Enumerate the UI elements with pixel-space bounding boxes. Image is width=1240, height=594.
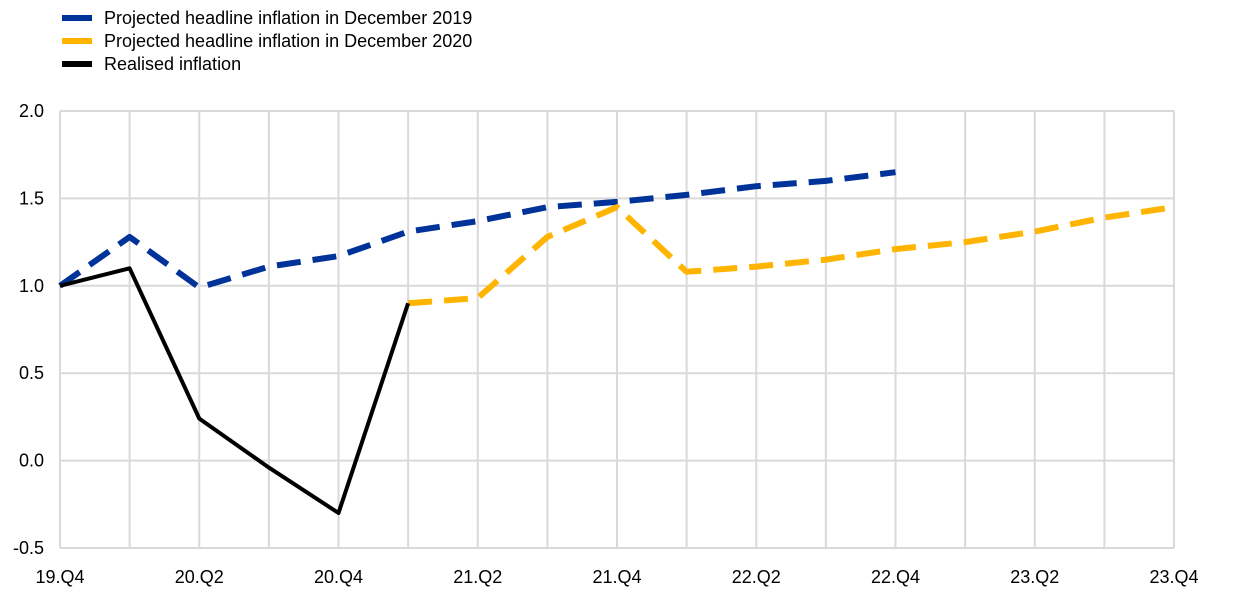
y-tick-label: 1.5 — [19, 188, 44, 208]
x-tick-label: 20.Q4 — [314, 567, 363, 587]
chart-grid — [59, 110, 1175, 549]
x-tick-label: 23.Q4 — [1149, 567, 1198, 587]
x-tick-label: 23.Q2 — [1010, 567, 1059, 587]
legend-item-projected-2019: Projected headline inflation in December… — [62, 8, 472, 28]
legend-label-realised: Realised inflation — [104, 54, 241, 74]
x-tick-label: 22.Q2 — [732, 567, 781, 587]
y-axis: 2.0 1.5 1.0 0.5 0.0 -0.5 — [13, 101, 44, 558]
y-tick-label: 0.0 — [19, 451, 44, 471]
y-tick-label: 2.0 — [19, 101, 44, 121]
y-tick-label: 1.0 — [19, 276, 44, 296]
x-axis: 19.Q4 20.Q2 20.Q4 21.Q2 21.Q4 22.Q2 22.Q4 23.Q2… — [35, 567, 1198, 587]
chart-legend: Projected headline inflation in December… — [62, 8, 472, 74]
legend-label-projected-2020: Projected headline inflation in December… — [104, 31, 472, 51]
legend-item-projected-2020: Projected headline inflation in December… — [62, 31, 472, 51]
x-tick-label: 21.Q4 — [592, 567, 641, 587]
series-line-realised-inflation — [59, 266, 410, 515]
y-tick-label: 0.5 — [19, 363, 44, 383]
y-tick-label: -0.5 — [13, 538, 44, 558]
x-tick-label: 19.Q4 — [35, 567, 84, 587]
legend-label-projected-2019: Projected headline inflation in December… — [104, 8, 472, 28]
x-tick-label: 22.Q4 — [871, 567, 920, 587]
series-layer — [58, 169, 1175, 515]
x-tick-label: 21.Q2 — [453, 567, 502, 587]
series-line-projected-headline-inflation-in-december-2020 — [407, 204, 1175, 307]
x-tick-label: 20.Q2 — [175, 567, 224, 587]
series-line-projected-headline-inflation-in-december-2019 — [58, 169, 896, 291]
legend-item-realised: Realised inflation — [62, 54, 241, 74]
